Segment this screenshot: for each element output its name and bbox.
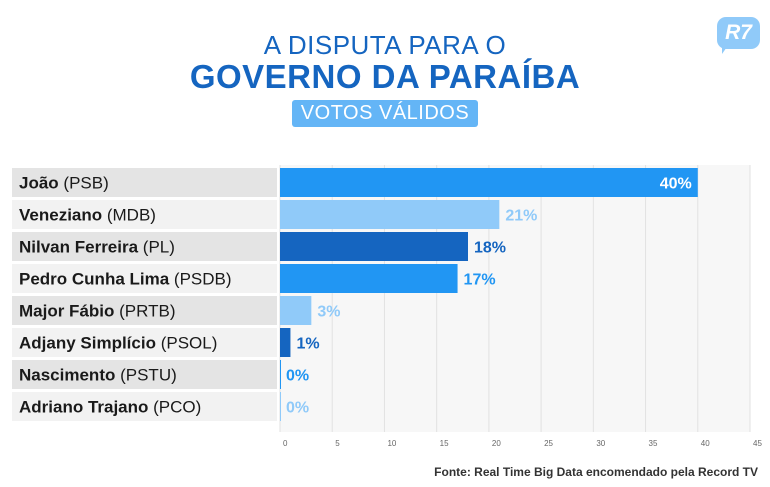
category-label: Veneziano (MDB) [19,206,156,225]
bar [280,328,291,357]
x-tick-label: 40 [701,439,710,448]
bar-value-label: 1% [296,336,319,353]
x-tick-label: 35 [649,439,658,448]
bar [280,360,281,389]
category-label-background [12,328,277,357]
category-label: Nascimento (PSTU) [19,366,177,385]
x-tick-label: 5 [335,439,340,448]
x-tick-label: 15 [440,439,449,448]
category-label-background [12,392,277,421]
category-label-background [12,168,277,197]
x-tick-label: 0 [283,439,288,448]
bar-value-label: 3% [317,304,340,321]
x-tick-label: 20 [492,439,501,448]
bar [280,296,312,325]
bar-value-label: 21% [505,208,537,225]
category-label: Adjany Simplício (PSOL) [19,334,217,353]
x-tick-label: 45 [753,439,762,448]
category-label-background [12,296,277,325]
title-line-1: A DISPUTA PARA O [263,30,507,60]
source-note: Fonte: Real Time Big Data encomendado pe… [434,465,758,479]
bar-value-label: 18% [474,240,506,257]
bar [280,200,500,229]
bar [280,232,468,261]
bar [280,392,281,421]
bar-value-label: 0% [286,400,309,417]
category-label: Adriano Trajano (PCO) [19,398,201,417]
category-label: Major Fábio (PRTB) [19,302,175,321]
subtitle-wrap: VOTOS VÁLIDOS [0,100,770,127]
category-label-background [12,200,277,229]
category-label-background [12,360,277,389]
x-tick-label: 10 [387,439,396,448]
subtitle-badge: VOTOS VÁLIDOS [291,100,479,127]
category-label: Nilvan Ferreira (PL) [19,238,175,257]
bar [280,168,698,197]
bar-value-label: 17% [464,272,496,289]
bar-value-label: 40% [660,176,692,193]
category-label: Pedro Cunha Lima (PSDB) [19,270,232,289]
x-tick-label: 30 [596,439,605,448]
bar-value-label: 0% [286,368,309,385]
title-line-2: GOVERNO DA PARAÍBA [189,58,581,95]
category-label-background [12,232,277,261]
bar [280,264,458,293]
x-tick-label: 25 [544,439,553,448]
category-label-background [12,264,277,293]
category-label: João (PSB) [19,174,109,193]
r7-logo-tail [722,44,729,54]
r7-logo: R7 [717,17,760,49]
